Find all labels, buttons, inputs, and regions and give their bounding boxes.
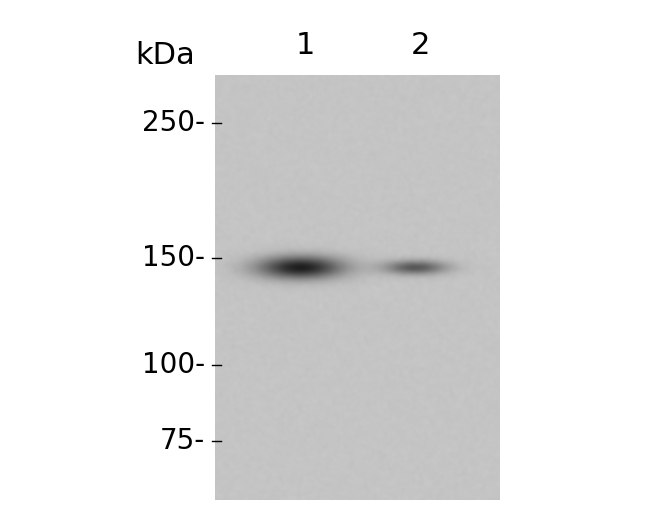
Text: 250-: 250- [142,109,205,137]
Text: 1: 1 [295,31,315,59]
Text: 150-: 150- [142,244,205,272]
Text: kDa: kDa [135,41,195,70]
Text: 75-: 75- [160,427,205,455]
Text: 2: 2 [410,31,430,59]
Text: 100-: 100- [142,351,205,379]
